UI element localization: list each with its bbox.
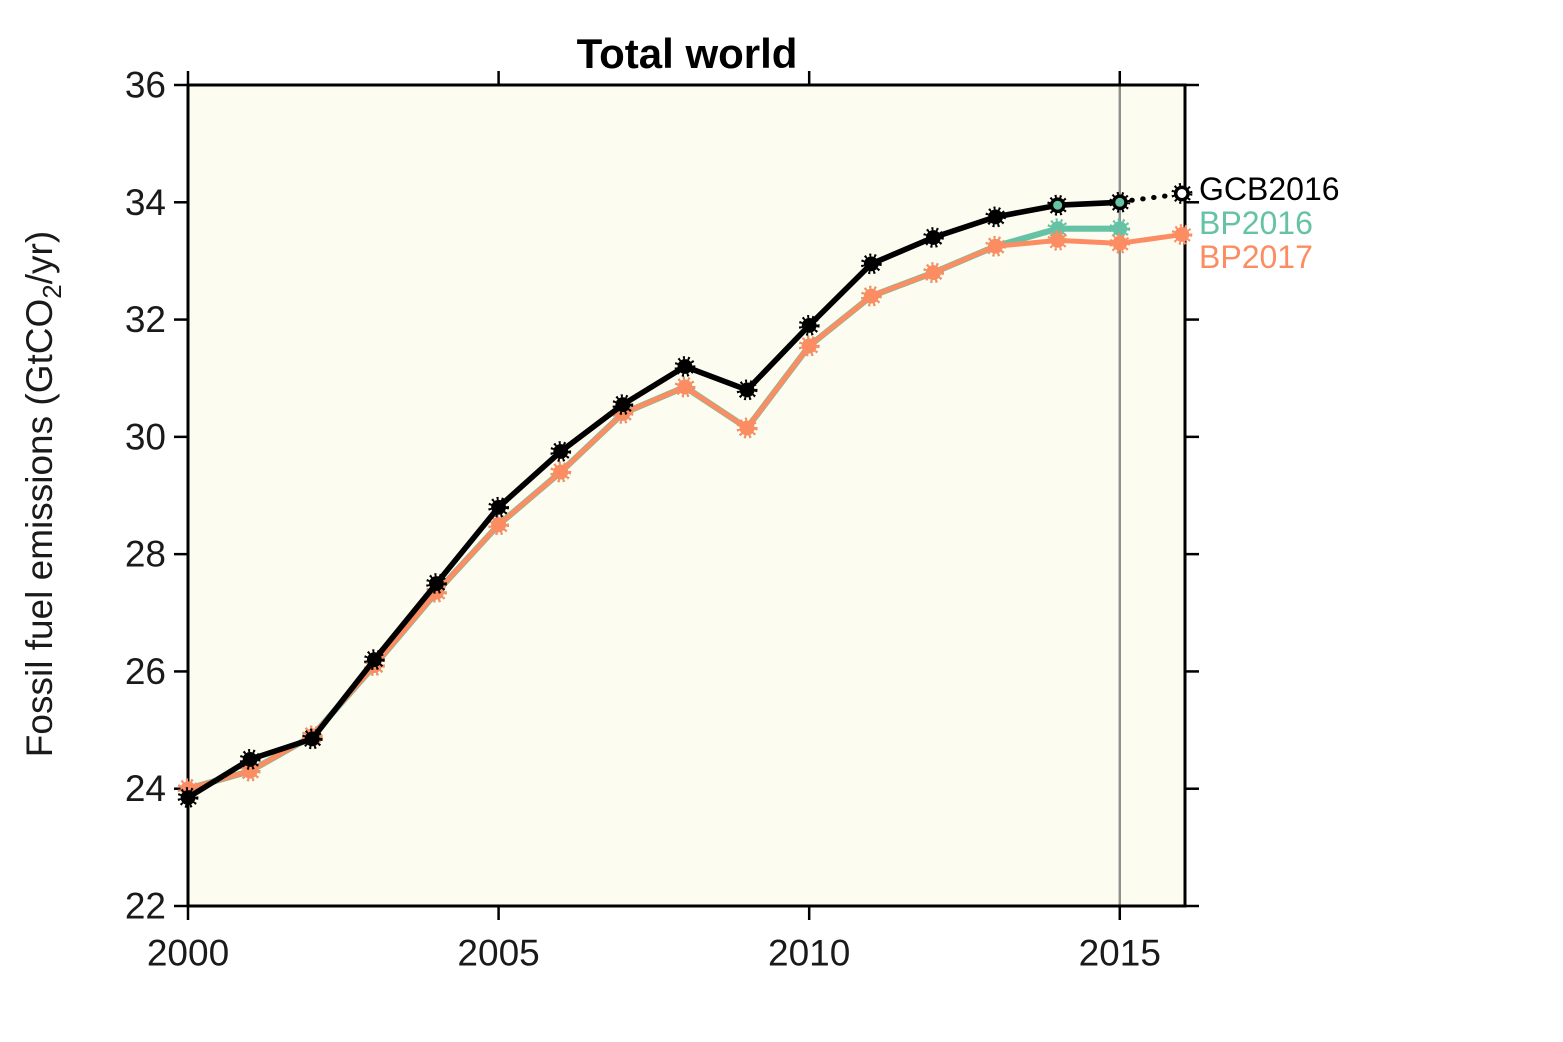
- legend-item-bp2017: BP2017: [1199, 239, 1313, 275]
- data-point-marker: [926, 265, 941, 281]
- data-point-marker-edge: [550, 441, 572, 462]
- x-tick-label: 2005: [457, 933, 539, 974]
- data-point-marker-edge: [301, 728, 323, 750]
- data-point-marker-edge: [674, 376, 696, 398]
- data-point-marker-edge: [426, 581, 447, 603]
- data-point-marker-edge: [736, 417, 758, 439]
- x-tick-label: 2000: [147, 933, 229, 974]
- data-point-marker: [242, 751, 258, 767]
- data-point-marker: [615, 397, 631, 413]
- y-tick-label: 22: [125, 886, 166, 927]
- data-point-marker: [553, 444, 569, 459]
- x-tick-label: 2015: [1079, 933, 1161, 974]
- data-point-marker: [739, 382, 755, 398]
- data-point-marker-edge: [798, 335, 820, 357]
- chart-title: Total world: [576, 30, 798, 77]
- data-point-marker-edge: [550, 461, 572, 483]
- data-point-marker-edge: [1047, 218, 1069, 240]
- projection-marker-edge: [1109, 191, 1131, 213]
- series-line-gcb2016: [186, 199, 1120, 800]
- data-point-marker-edge: [301, 725, 323, 747]
- projection-marker-edge: [1171, 182, 1193, 204]
- data-point-marker-edge: [923, 227, 944, 248]
- data-point-marker-edge: [239, 748, 261, 770]
- y-tick-label: 36: [125, 65, 166, 106]
- data-point-marker: [429, 576, 444, 591]
- data-point-marker: [180, 790, 196, 805]
- y-axis-label-suffix: /yr): [19, 230, 60, 285]
- data-point-marker: [553, 464, 569, 480]
- data-point-marker-edge: [860, 285, 882, 307]
- y-tick-label: 34: [125, 182, 166, 223]
- legend: GCB2016 BP2016 BP2017: [1199, 172, 1340, 274]
- projection-marker: [1049, 197, 1066, 214]
- data-point-marker: [801, 338, 817, 354]
- data-point-marker: [491, 499, 506, 515]
- data-point-marker: [491, 517, 506, 533]
- data-point-marker-edge: [363, 649, 385, 671]
- data-point-marker-edge: [363, 655, 385, 676]
- data-point-marker-edge: [860, 253, 882, 275]
- x-tick-label: 2010: [768, 933, 850, 974]
- data-point-marker-edge: [612, 403, 634, 424]
- data-point-marker: [1174, 227, 1190, 242]
- data-point-marker-edge: [612, 394, 634, 416]
- data-point-marker: [677, 379, 693, 395]
- y-tick-label: 26: [125, 651, 166, 692]
- data-point-marker-edge: [239, 760, 261, 782]
- data-point-marker: [1050, 233, 1066, 248]
- data-point-marker: [1112, 235, 1128, 251]
- data-point-marker: [988, 209, 1003, 225]
- data-point-marker-edge: [736, 379, 758, 401]
- data-point-marker-edge: [674, 356, 696, 377]
- data-point-marker-edge: [1047, 230, 1069, 251]
- legend-item-bp2016: BP2016: [1199, 205, 1313, 241]
- data-point-marker: [1112, 221, 1128, 237]
- projection-marker: [1111, 194, 1128, 211]
- data-point-marker: [863, 256, 879, 272]
- data-point-marker: [926, 230, 941, 245]
- data-point-marker-edge: [426, 573, 447, 594]
- projection-marker: [1173, 185, 1190, 202]
- data-point-marker-edge: [488, 514, 509, 536]
- data-point-marker: [801, 318, 817, 333]
- data-point-marker: [366, 652, 382, 668]
- data-point-marker-edge: [798, 315, 820, 336]
- data-point-marker-edge: [488, 496, 509, 518]
- y-tick-label: 32: [125, 299, 166, 340]
- data-point-marker-edge: [177, 778, 199, 800]
- y-axis-label-subscript: 2: [37, 284, 67, 299]
- y-tick-label: 28: [125, 534, 166, 575]
- data-point-marker: [988, 238, 1003, 254]
- data-point-marker: [863, 288, 879, 304]
- data-point-marker-edge: [1109, 232, 1131, 254]
- data-point-marker-edge: [923, 262, 944, 284]
- y-tick-label: 24: [125, 768, 166, 809]
- plot-area: [188, 85, 1185, 906]
- data-point-marker-edge: [177, 787, 199, 808]
- legend-item-gcb2016: GCB2016: [1199, 171, 1340, 207]
- data-point-marker-edge: [1171, 224, 1193, 245]
- axes-box: [186, 83, 1187, 908]
- y-tick-label: 30: [125, 416, 166, 457]
- projection-dotted-line: [1129, 192, 1173, 203]
- data-point-marker: [739, 420, 755, 436]
- y-axis-label-text: Fossil fuel emissions (GtCO: [19, 298, 60, 758]
- data-point-marker-edge: [985, 235, 1006, 257]
- y-axis-label: Fossil fuel emissions (GtCO2/yr): [19, 230, 67, 758]
- data-point-marker: [304, 731, 320, 747]
- data-point-marker-edge: [985, 206, 1006, 228]
- data-point-marker: [677, 359, 693, 374]
- data-point-marker-edge: [1109, 218, 1131, 240]
- projection-marker-edge: [1047, 194, 1069, 216]
